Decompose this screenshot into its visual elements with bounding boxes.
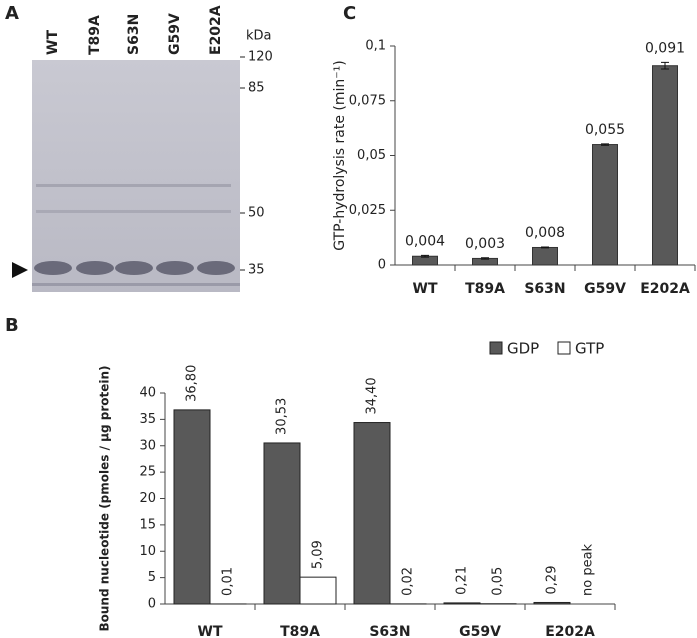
value-label: 0,21: [455, 566, 470, 595]
y-axis-label: GTP-hydrolysis rate (min⁻¹): [332, 60, 348, 250]
y-tick-label: 0: [148, 597, 156, 612]
bar: [299, 576, 337, 605]
x-tick-label: T89A: [280, 624, 320, 638]
bar: [173, 409, 211, 605]
error-bar: [601, 143, 609, 146]
x-tick-label: WT: [413, 281, 438, 297]
legend-label: GDP: [507, 340, 539, 358]
arrow: [12, 262, 28, 278]
marker-label: 50: [248, 206, 265, 221]
error-bar: [481, 257, 489, 260]
error-bar: [541, 246, 549, 249]
x-tick-label: E202A: [545, 624, 595, 638]
y-tick-label: 15: [139, 517, 156, 532]
gel: [32, 60, 240, 292]
y-axis-label: Bound nucleotide (pmoles / µg protein): [98, 365, 112, 631]
value-label: 0,05: [491, 567, 506, 596]
lane-label: S63N: [126, 14, 142, 55]
legend-swatch: [489, 341, 503, 355]
bar: [353, 422, 391, 605]
lane-label: WT: [45, 30, 61, 55]
panel-label: C: [343, 3, 356, 24]
bar: [592, 144, 618, 266]
gel-bands: [32, 184, 240, 286]
error-bar: [661, 61, 669, 70]
y-tick-label: 0: [378, 258, 386, 273]
x-tick-label: S63N: [524, 281, 565, 297]
value-label: 0,003: [465, 236, 505, 252]
marker-label: 35: [248, 263, 265, 278]
legend-label: GTP: [575, 340, 604, 358]
value-label: 0,004: [405, 233, 445, 249]
y-tick-label: 5: [148, 570, 156, 585]
x-tick-label: S63N: [369, 624, 410, 638]
bar: [532, 246, 558, 266]
y-tick-label: 0,075: [349, 93, 386, 108]
value-label: 0,02: [401, 567, 416, 596]
y-tick-label: 0,1: [365, 39, 386, 54]
y-tick-label: 0,05: [357, 148, 386, 163]
x-tick-label: T89A: [465, 281, 505, 297]
bar: [443, 602, 481, 605]
x-tick-label: E202A: [640, 281, 690, 297]
annotation: no peak: [581, 543, 596, 596]
x-tick-label: G59V: [584, 281, 626, 297]
value-label: 36,80: [185, 365, 200, 402]
y-tick-label: 40: [139, 386, 156, 401]
x-tick-label: WT: [198, 624, 223, 638]
y-tick-label: 35: [139, 412, 156, 427]
y-tick-label: 10: [139, 544, 156, 559]
value-label: 5,09: [311, 540, 326, 569]
marker-label: 85: [248, 81, 265, 96]
unit-label: kDa: [246, 29, 272, 44]
lane-label: T89A: [87, 15, 103, 55]
legend-swatch: [557, 341, 571, 355]
value-label: 0,008: [525, 225, 565, 241]
lane-label: G59V: [167, 13, 183, 55]
bar: [263, 442, 301, 605]
value-label: 0,091: [645, 40, 685, 56]
x-tick-label: G59V: [459, 624, 501, 638]
value-label: 0,29: [545, 566, 560, 595]
panel-label: A: [5, 3, 19, 24]
bar: [533, 601, 571, 605]
marker-label: 120: [248, 50, 273, 65]
value-label: 0,055: [585, 122, 625, 138]
y-tick-label: 0,025: [349, 203, 386, 218]
error-bar: [421, 254, 429, 258]
y-tick-label: 20: [139, 491, 156, 506]
value-label: 30,53: [275, 398, 290, 435]
y-tick-label: 30: [139, 438, 156, 453]
lane-label: E202A: [208, 5, 224, 55]
panel-label: B: [5, 315, 19, 336]
value-label: 34,40: [365, 377, 380, 414]
bar: [652, 65, 678, 266]
y-tick-label: 25: [139, 465, 156, 480]
value-label: 0,01: [221, 567, 236, 596]
